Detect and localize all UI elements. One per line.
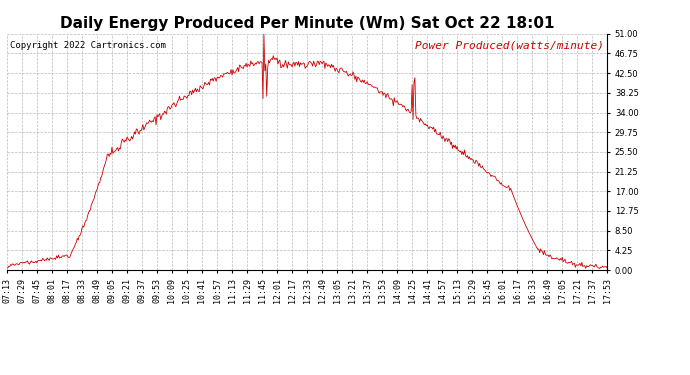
Title: Daily Energy Produced Per Minute (Wm) Sat Oct 22 18:01: Daily Energy Produced Per Minute (Wm) Sa… [60, 16, 554, 31]
Text: Copyright 2022 Cartronics.com: Copyright 2022 Cartronics.com [10, 41, 166, 50]
Text: Power Produced(watts/minute): Power Produced(watts/minute) [415, 41, 604, 51]
